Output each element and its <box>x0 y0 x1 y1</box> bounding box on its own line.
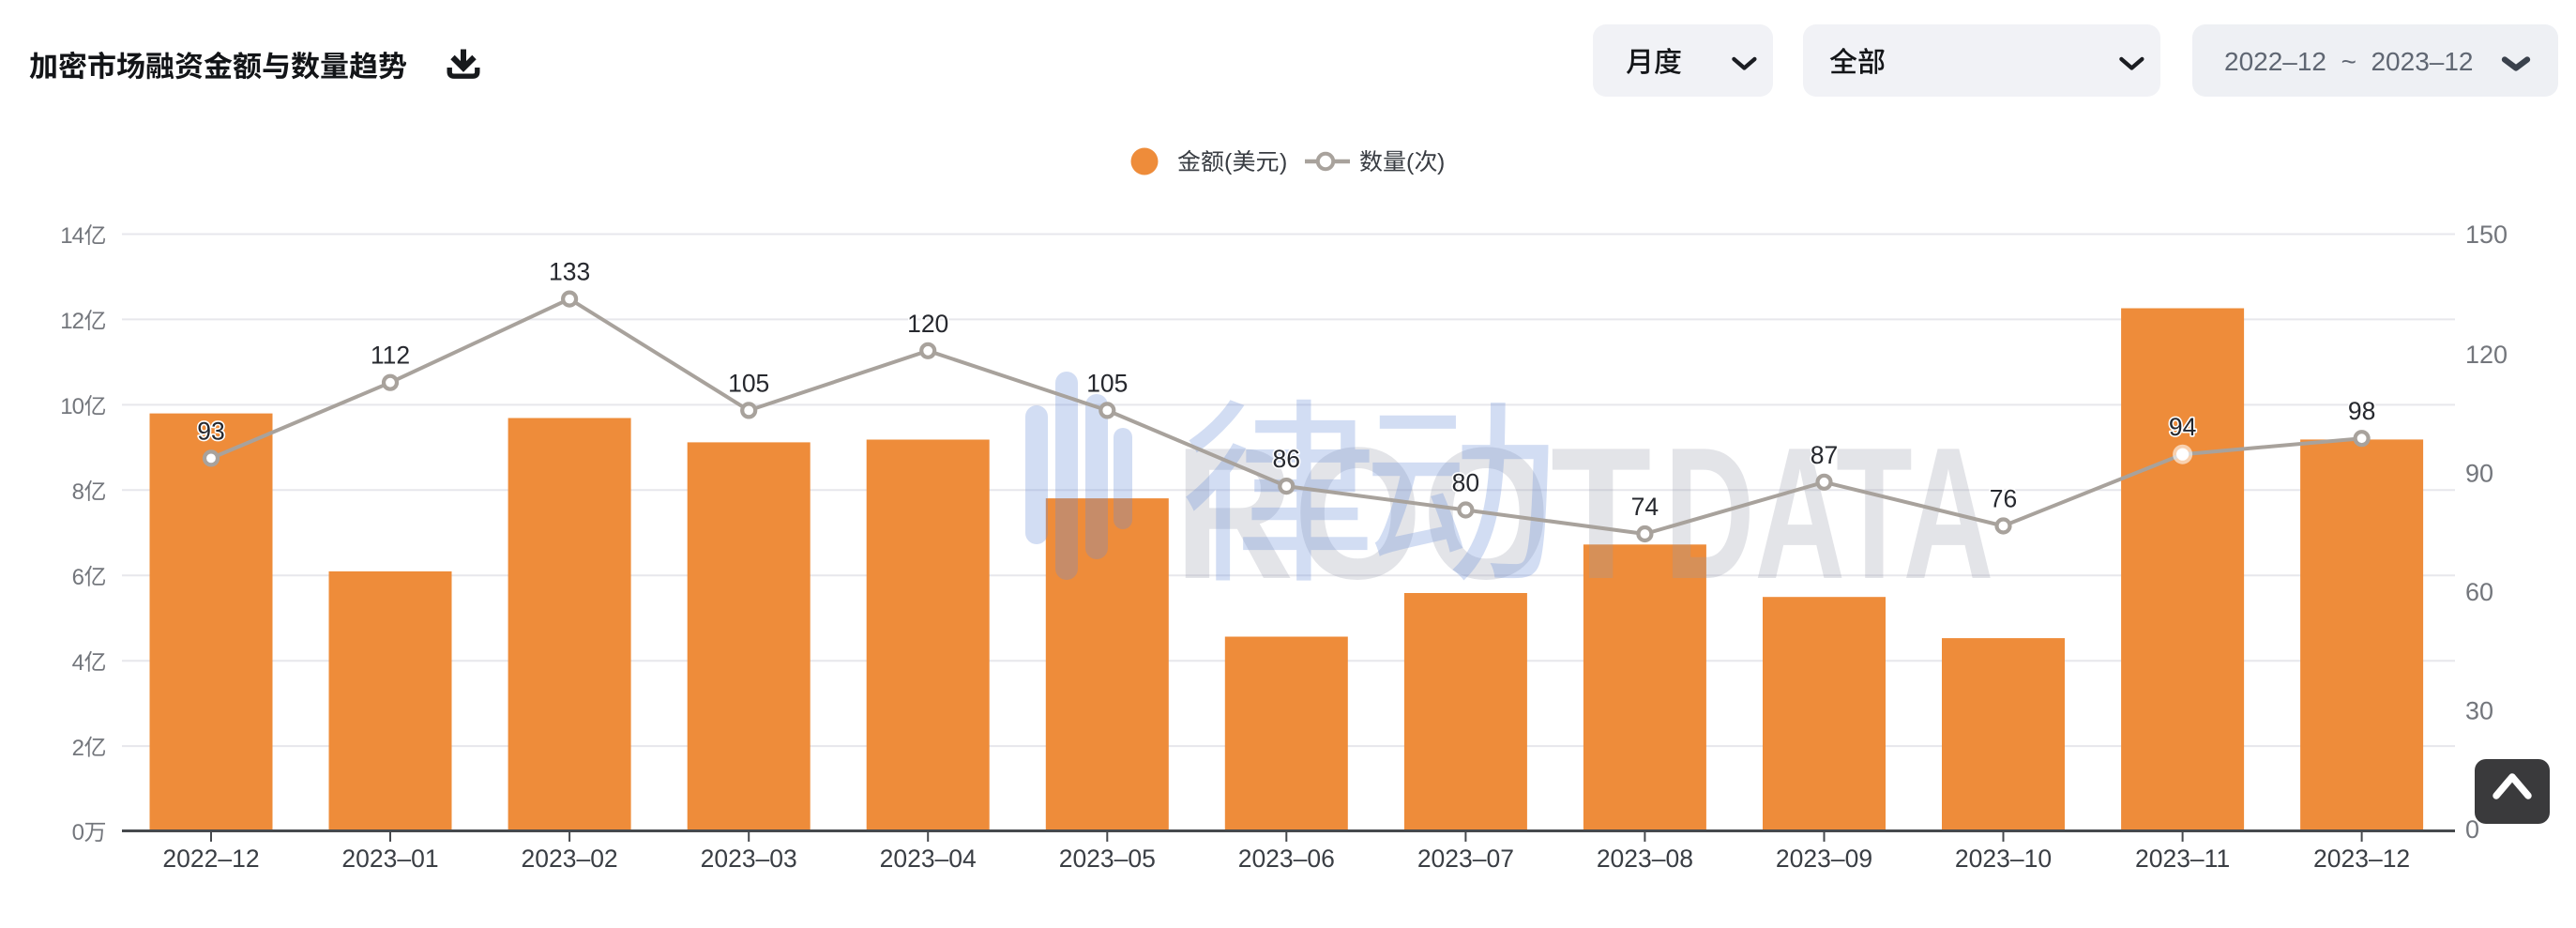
svg-text:ROOT: ROOT <box>1174 407 1651 617</box>
svg-text:60: 60 <box>2465 578 2493 606</box>
svg-text:2023–02: 2023–02 <box>522 844 618 873</box>
svg-text:120: 120 <box>2465 341 2508 369</box>
svg-text:2023–04: 2023–04 <box>880 844 977 873</box>
svg-text:2022–12: 2022–12 <box>162 844 259 873</box>
svg-text:(: ( <box>1224 149 1233 175</box>
svg-text:2023–09: 2023–09 <box>1776 844 1872 873</box>
svg-text:94: 94 <box>2169 413 2196 441</box>
svg-text:8: 8 <box>72 479 84 505</box>
svg-text:2023–03: 2023–03 <box>701 844 797 873</box>
svg-text:150: 150 <box>2465 221 2508 249</box>
svg-text:6: 6 <box>72 565 84 590</box>
svg-text:120: 120 <box>907 310 948 338</box>
svg-text:2023–12: 2023–12 <box>2313 844 2410 873</box>
svg-text:14: 14 <box>60 223 83 249</box>
svg-text:): ) <box>1437 149 1445 175</box>
svg-text:98: 98 <box>2348 397 2375 425</box>
svg-text:112: 112 <box>371 342 410 370</box>
svg-text:2023–05: 2023–05 <box>1059 844 1156 873</box>
svg-text:12: 12 <box>60 309 83 334</box>
svg-text:2023–08: 2023–08 <box>1597 844 1693 873</box>
svg-text:86: 86 <box>1273 445 1300 473</box>
svg-text:2023–07: 2023–07 <box>1417 844 1514 873</box>
svg-text:93: 93 <box>197 417 224 445</box>
svg-text:0: 0 <box>2465 815 2479 844</box>
svg-text:133: 133 <box>549 258 590 286</box>
svg-text:76: 76 <box>1990 485 2017 513</box>
svg-text:80: 80 <box>1452 469 1479 497</box>
svg-text:(: ( <box>1406 149 1415 175</box>
svg-text:105: 105 <box>728 369 769 397</box>
svg-text:4: 4 <box>72 650 84 676</box>
svg-text:): ) <box>1280 149 1287 175</box>
svg-text:2023–06: 2023–06 <box>1238 844 1335 873</box>
svg-text:10: 10 <box>60 394 83 419</box>
svg-text:2022–12 ~ 2023–12: 2022–12 ~ 2023–12 <box>2224 47 2473 76</box>
svg-text:2: 2 <box>72 736 84 761</box>
svg-text:0: 0 <box>72 820 84 845</box>
svg-text:2023–11: 2023–11 <box>2135 844 2230 873</box>
svg-text:30: 30 <box>2465 697 2493 725</box>
svg-text:105: 105 <box>1086 369 1128 397</box>
svg-text:2023–10: 2023–10 <box>1955 844 2052 873</box>
svg-text:2023–01: 2023–01 <box>341 844 438 873</box>
svg-text:90: 90 <box>2465 460 2493 488</box>
svg-text:74: 74 <box>1631 493 1659 521</box>
svg-text:87: 87 <box>1811 441 1838 469</box>
